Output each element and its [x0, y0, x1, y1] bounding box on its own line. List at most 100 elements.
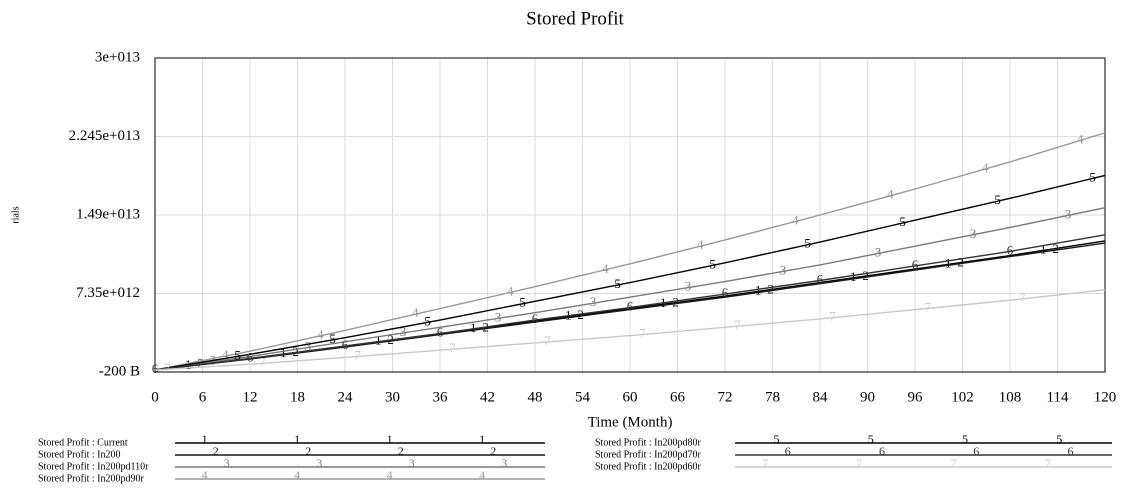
legend-marker: 3	[501, 456, 507, 470]
series-marker: 2	[957, 255, 964, 270]
legend-marker: 1	[294, 432, 300, 446]
y-tick-label: -200 B	[99, 363, 140, 379]
legend-marker: 5	[868, 432, 874, 446]
legend-marker: 3	[409, 456, 415, 470]
series-marker: 4	[412, 305, 419, 320]
series-marker: 7	[449, 340, 456, 355]
series-marker: 6	[1007, 242, 1014, 257]
series-marker: 3	[1065, 206, 1072, 221]
x-tick-label: 66	[670, 389, 686, 405]
x-tick-label: 96	[908, 389, 924, 405]
series-marker: 7	[1019, 290, 1026, 305]
series-marker: 5	[899, 214, 906, 229]
series-marker: 1	[945, 255, 952, 270]
series-marker: 6	[532, 311, 539, 326]
series-marker: 6	[342, 337, 349, 352]
legend-marker: 6	[973, 444, 979, 458]
x-tick-label: 54	[575, 389, 591, 405]
y-tick-label: 1.49e+013	[76, 206, 140, 222]
legend-label: Stored Profit : In200pd70r	[595, 449, 701, 460]
x-tick-label: 12	[243, 389, 258, 405]
x-tick-label: 48	[528, 389, 543, 405]
x-tick-label: 30	[385, 389, 400, 405]
x-tick-label: 0	[151, 389, 159, 405]
legend-marker: 6	[879, 444, 885, 458]
legend-marker: 4	[387, 468, 393, 482]
legend-marker: 4	[294, 468, 300, 482]
series-marker: 3	[970, 226, 977, 241]
legend-label: Stored Profit : In200pd60r	[595, 461, 701, 472]
legend-label: Stored Profit : In200pd110r	[38, 461, 149, 472]
legend-marker: 2	[305, 444, 311, 458]
legend-marker: 1	[202, 432, 208, 446]
series-marker: 6	[912, 257, 919, 272]
y-tick-label: 3e+013	[95, 49, 140, 65]
series-marker: 6	[437, 325, 444, 340]
series-marker: 3	[495, 309, 502, 324]
series-marker: 6	[152, 361, 159, 376]
x-tick-label: 78	[765, 389, 780, 405]
series-marker: 5	[804, 236, 811, 251]
series-marker: 7	[544, 333, 551, 348]
series-marker: 6	[817, 271, 824, 286]
x-tick-label: 18	[290, 389, 305, 405]
legend-marker: 3	[316, 456, 322, 470]
legend-label: Stored Profit : Current	[38, 437, 128, 448]
series-marker: 5	[424, 313, 431, 328]
x-tick-label: 114	[1047, 389, 1069, 405]
series-marker: 1	[280, 345, 287, 360]
series-marker: 7	[259, 354, 266, 369]
legend-marker: 2	[490, 444, 496, 458]
series-marker: 5	[329, 331, 336, 346]
x-tick-label: 72	[718, 389, 733, 405]
series-marker: 7	[164, 360, 171, 375]
series-marker: 7	[829, 309, 836, 324]
series-marker: 3	[780, 262, 787, 277]
series-marker: 2	[862, 268, 869, 283]
series-marker: 4	[1077, 131, 1084, 146]
legend-marker: 7	[856, 456, 862, 470]
series-marker: 3	[685, 279, 692, 294]
series-marker: 5	[519, 295, 526, 310]
x-tick-label: 102	[951, 389, 974, 405]
series-marker: 2	[767, 282, 774, 297]
legend-marker: 3	[224, 456, 230, 470]
legend-label: Stored Profit : In200	[38, 449, 121, 460]
series-marker: 4	[602, 261, 609, 276]
legend-marker: 7	[762, 456, 768, 470]
legend-marker: 5	[1056, 432, 1062, 446]
legend-label: Stored Profit : In200pd80r	[595, 437, 701, 448]
y-tick-label: 7.35e+012	[76, 285, 140, 301]
page: Stored Profit Time (Month) rials -200 B7…	[0, 0, 1122, 497]
x-tick-label: 120	[1094, 389, 1117, 405]
legend-marker: 7	[951, 456, 957, 470]
chart: Stored Profit Time (Month) rials -200 B7…	[0, 0, 1122, 497]
series-marker: 2	[672, 295, 679, 310]
series-marker: 7	[924, 299, 931, 314]
series-marker: 4	[982, 160, 989, 175]
series-marker: 5	[709, 256, 716, 271]
x-tick-label: 108	[999, 389, 1022, 405]
legend-marker: 7	[1045, 456, 1051, 470]
series-marker: 1	[1040, 241, 1047, 256]
legend-marker: 4	[202, 468, 208, 482]
legend-label: Stored Profit : In200pd90r	[38, 473, 144, 484]
x-axis-label: Time (Month)	[588, 414, 673, 430]
series-marker: 7	[639, 326, 646, 341]
x-tick-label: 84	[813, 389, 829, 405]
x-tick-label: 42	[480, 389, 495, 405]
series-marker: 7	[734, 317, 741, 332]
x-tick-label: 90	[860, 389, 875, 405]
x-tick-label: 6	[199, 389, 207, 405]
series-marker: 4	[792, 212, 799, 227]
series-marker: 5	[994, 192, 1001, 207]
y-axis-label: rials	[10, 206, 21, 223]
legend-marker: 6	[785, 444, 791, 458]
series-marker: 1	[375, 333, 382, 348]
series-marker: 6	[722, 285, 729, 300]
legend-marker: 1	[479, 432, 485, 446]
x-tick-label: 24	[338, 389, 354, 405]
legend-marker: 5	[773, 432, 779, 446]
legend-marker: 2	[213, 444, 219, 458]
series-marker: 5	[1089, 169, 1096, 184]
